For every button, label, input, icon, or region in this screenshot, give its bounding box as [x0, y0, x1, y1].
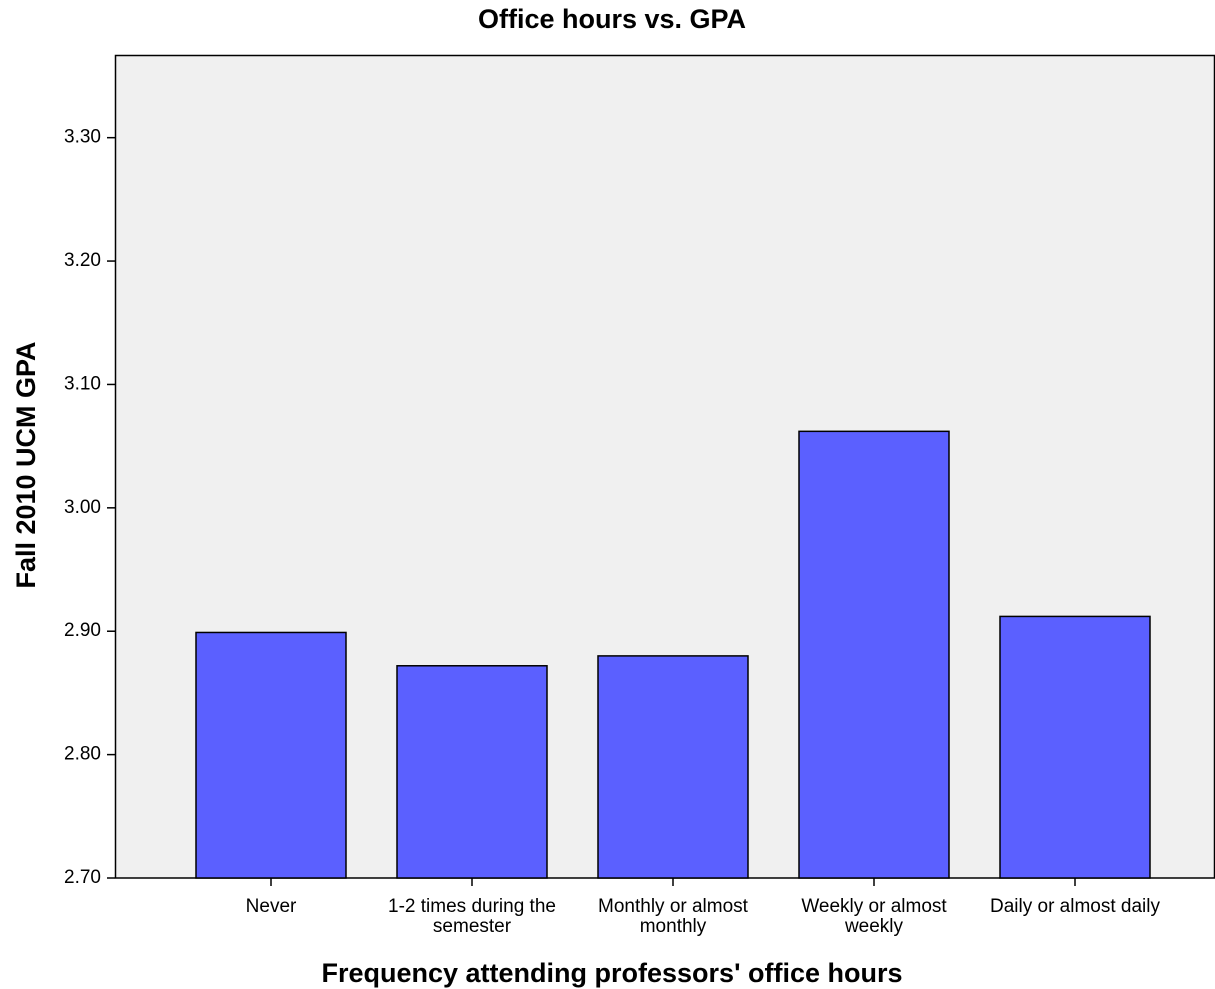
y-tick-label: 2.80	[64, 744, 101, 765]
x-axis-label: Frequency attending professors' office h…	[321, 958, 902, 988]
y-tick-label: 3.10	[64, 373, 101, 394]
chart-title: Office hours vs. GPA	[478, 4, 746, 34]
x-tick-label: 1-2 times during the semester	[388, 896, 556, 937]
y-tick-label: 2.90	[64, 620, 101, 641]
x-tick-label: Never	[245, 896, 297, 917]
x-tick-label: Monthly or almost monthly	[598, 896, 748, 937]
bar	[597, 655, 749, 879]
y-tick-label: 3.20	[64, 250, 101, 271]
x-tick-label: Daily or almost daily	[990, 896, 1160, 917]
bar	[396, 665, 548, 879]
bar	[195, 631, 347, 879]
bar	[999, 615, 1151, 879]
y-tick-label: 3.00	[64, 497, 101, 518]
y-tick-label: 3.30	[64, 127, 101, 148]
x-tick-label: Weekly or almost weekly	[801, 896, 947, 937]
y-axis-label: Fall 2010 UCM GPA	[11, 341, 41, 588]
y-tick-label: 2.70	[64, 867, 101, 888]
bar	[798, 430, 950, 879]
